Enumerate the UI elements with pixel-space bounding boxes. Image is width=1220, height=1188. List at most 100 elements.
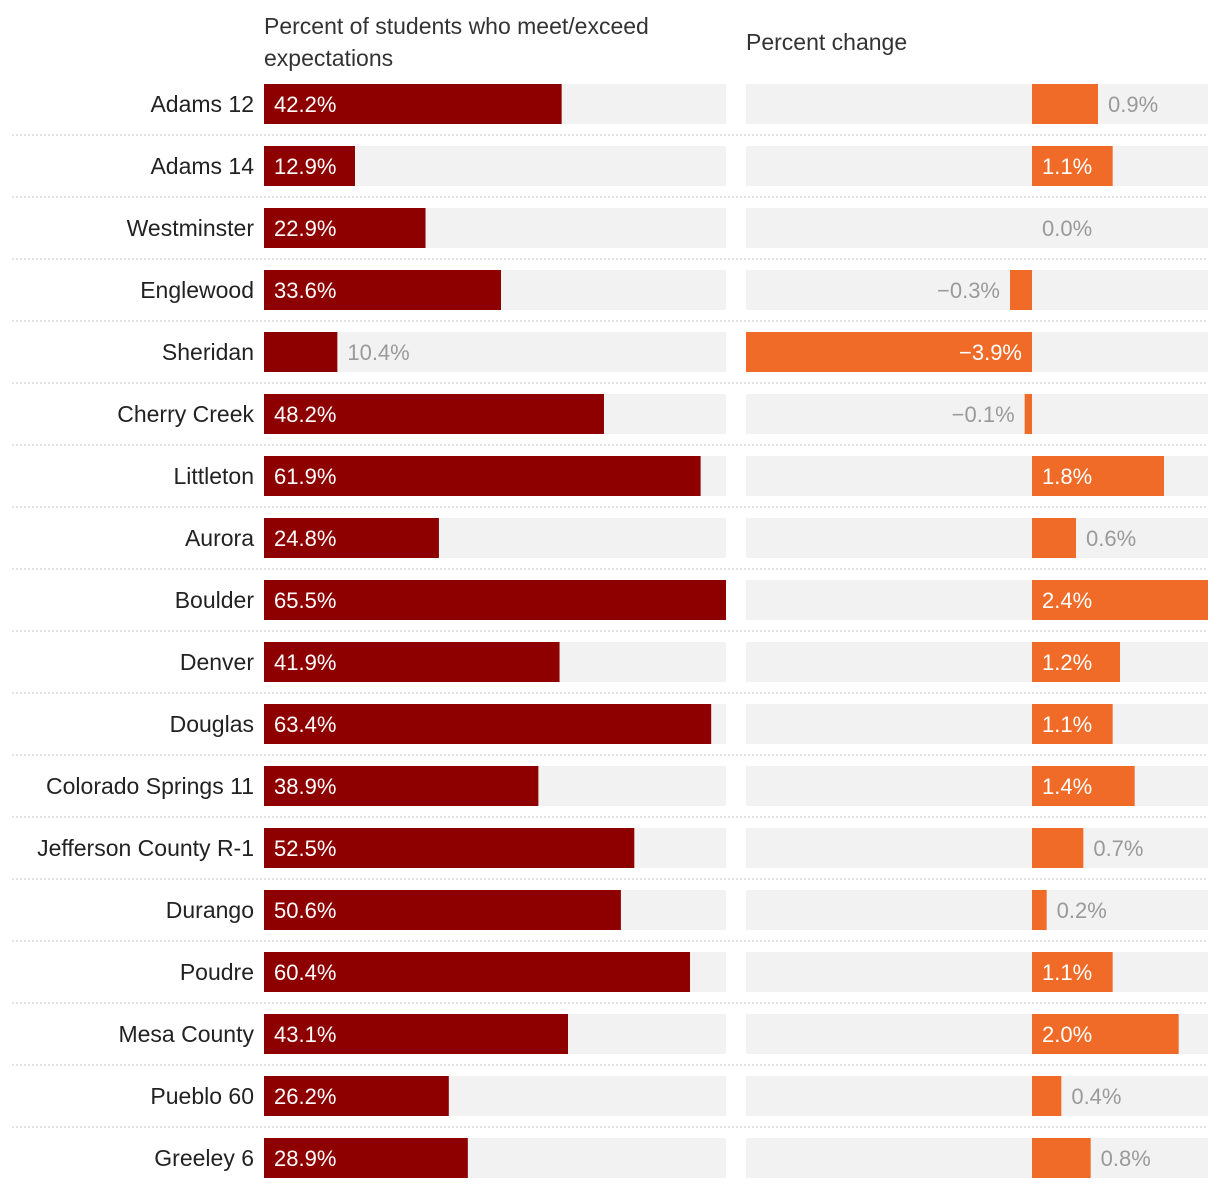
value-label-meet-exceed: 38.9% [274,774,336,799]
category-label: Aurora [185,525,254,551]
bar-percent-change [1010,270,1032,310]
bar-percent-change [1024,394,1032,434]
category-label: Denver [180,649,254,675]
value-label-meet-exceed: 12.9% [274,154,336,179]
bar-track-right [746,518,1208,558]
bar-meet-exceed [264,704,712,744]
value-label-percent-change: −0.1% [952,402,1015,427]
bar-track-right [746,766,1208,806]
bar-meet-exceed [264,766,539,806]
value-label-percent-change: 1.1% [1042,960,1092,985]
bar-percent-change [746,332,1032,372]
bar-percent-change [1032,766,1135,806]
category-label: Jefferson County R-1 [37,835,254,861]
bar-percent-change [1032,952,1113,992]
bar-meet-exceed [264,208,426,248]
value-label-percent-change: 1.1% [1042,154,1092,179]
bar-track-right [746,1138,1208,1178]
value-label-percent-change: 1.4% [1042,774,1092,799]
value-label-percent-change: 0.8% [1101,1146,1151,1171]
value-label-meet-exceed: 63.4% [274,712,336,737]
bar-percent-change [1032,828,1084,868]
category-label: Cherry Creek [117,401,254,427]
value-label-percent-change: 2.0% [1042,1022,1092,1047]
bar-meet-exceed [264,642,560,682]
bar-meet-exceed [264,890,621,930]
bar-percent-change [1032,642,1120,682]
bar-meet-exceed [264,580,726,620]
bar-percent-change [1032,146,1113,186]
category-label: Adams 12 [150,91,254,117]
category-label: Colorado Springs 11 [46,773,254,799]
category-label: Sheridan [162,339,254,365]
value-label-percent-change: 0.7% [1093,836,1143,861]
bar-meet-exceed [264,332,338,372]
category-label: Adams 14 [150,153,254,179]
category-label: Pueblo 60 [150,1083,254,1109]
bar-percent-change [1032,704,1113,744]
value-label-meet-exceed: 50.6% [274,898,336,923]
category-label: Mesa County [118,1021,254,1047]
value-label-percent-change: 0.4% [1071,1084,1121,1109]
value-label-percent-change: 0.2% [1057,898,1107,923]
value-label-meet-exceed: 52.5% [274,836,336,861]
category-label: Greeley 6 [154,1145,254,1171]
value-label-meet-exceed: 33.6% [274,278,336,303]
bar-track-right [746,270,1208,310]
category-label: Littleton [173,463,254,489]
bar-percent-change [1032,84,1098,124]
bar-percent-change [1032,890,1047,930]
category-label: Douglas [170,711,254,737]
bar-meet-exceed [264,1076,449,1116]
category-label: Westminster [127,215,255,241]
bar-meet-exceed [264,270,501,310]
value-label-percent-change: −3.9% [959,340,1022,365]
value-label-meet-exceed: 28.9% [274,1146,336,1171]
bar-track-right [746,394,1208,434]
bar-meet-exceed [264,952,691,992]
bar-percent-change [1032,1014,1179,1054]
value-label-percent-change: 0.9% [1108,92,1158,117]
panel-title-1: expectations [264,45,393,71]
bar-track-right [746,704,1208,744]
value-label-meet-exceed: 26.2% [274,1084,336,1109]
value-label-meet-exceed: 42.2% [274,92,336,117]
bar-track-left [264,332,726,372]
bar-percent-change [1032,518,1076,558]
value-label-meet-exceed: 10.4% [347,340,409,365]
value-label-meet-exceed: 22.9% [274,216,336,241]
panel-title-1: Percent of students who meet/exceed [264,13,649,39]
value-label-meet-exceed: 65.5% [274,588,336,613]
bar-track-right [746,642,1208,682]
value-label-meet-exceed: 60.4% [274,960,336,985]
bar-track-right [746,890,1208,930]
bar-track-right [746,1076,1208,1116]
value-label-percent-change: 2.4% [1042,588,1092,613]
bar-track-right [746,84,1208,124]
bar-percent-change [1032,1138,1091,1178]
bar-percent-change [1032,580,1208,620]
bar-track-right [746,952,1208,992]
value-label-percent-change: −0.3% [937,278,1000,303]
value-label-meet-exceed: 41.9% [274,650,336,675]
bar-meet-exceed [264,1138,468,1178]
bar-track-right [746,146,1208,186]
panel-title-2: Percent change [746,29,907,55]
value-label-meet-exceed: 24.8% [274,526,336,551]
bar-meet-exceed [264,146,355,186]
bar-meet-exceed [264,828,635,868]
value-label-meet-exceed: 61.9% [274,464,336,489]
value-label-meet-exceed: 43.1% [274,1022,336,1047]
bar-track-right [746,208,1208,248]
category-label: Poudre [180,959,254,985]
value-label-percent-change: 1.2% [1042,650,1092,675]
value-label-percent-change: 1.1% [1042,712,1092,737]
bar-meet-exceed [264,456,701,496]
value-label-percent-change: 1.8% [1042,464,1092,489]
value-label-percent-change: 0.0% [1042,216,1092,241]
bar-percent-change [1032,456,1164,496]
category-label: Durango [166,897,254,923]
bar-track-right [746,828,1208,868]
value-label-meet-exceed: 48.2% [274,402,336,427]
